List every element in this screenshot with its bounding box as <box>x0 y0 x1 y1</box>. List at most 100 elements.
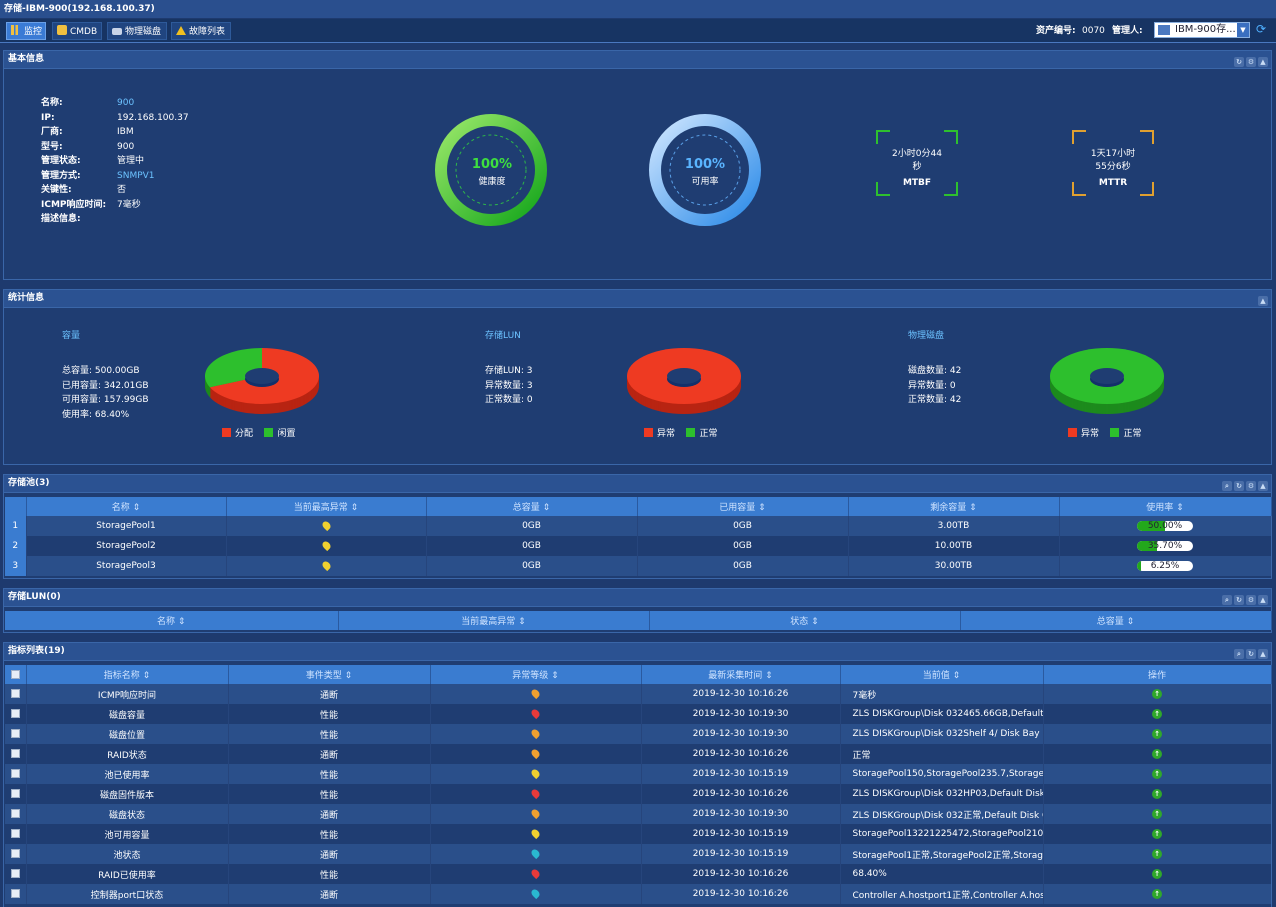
row-checkbox[interactable] <box>10 709 20 718</box>
refresh-icon[interactable]: ↻ <box>1246 649 1256 659</box>
column-header[interactable]: 名称 ⇕ <box>5 611 339 630</box>
refresh-icon[interactable]: ↻ <box>1234 57 1244 67</box>
operation-icon[interactable]: ↑ <box>1152 888 1162 899</box>
row-select[interactable] <box>5 844 27 864</box>
row-checkbox[interactable] <box>10 789 20 798</box>
select-all-checkbox[interactable] <box>10 669 20 679</box>
table-row[interactable]: ICMP响应时间 通断 2019-12-30 10:16:26 7毫秒 ↑ <box>5 684 1272 704</box>
table-row[interactable]: 池状态 通断 2019-12-30 10:15:19 StoragePool1正常,S… <box>5 844 1272 864</box>
lun-lines: 存储LUN: 3 异常数量: 3 正常数量: 0 <box>485 364 533 408</box>
column-header[interactable]: 已用容量 ⇕ <box>637 497 849 516</box>
settings-icon[interactable]: ⚙ <box>1246 57 1256 67</box>
table-row[interactable]: 3 StoragePool3 0GB 0GB 30.00TB 6.25% <box>5 556 1272 576</box>
column-header[interactable]: 操作 <box>1043 665 1272 684</box>
settings-icon[interactable]: ⚙ <box>1246 481 1256 491</box>
row-checkbox[interactable] <box>10 769 20 778</box>
column-header[interactable]: 当前值 ⇕ <box>840 665 1044 684</box>
row-select[interactable] <box>5 864 27 884</box>
info-field-value[interactable]: SNMPV1 <box>117 170 155 181</box>
table-row[interactable]: 磁盘位置 性能 2019-12-30 10:19:30 ZLS DISKGroup\D… <box>5 724 1272 744</box>
row-checkbox[interactable] <box>10 869 20 878</box>
table-row[interactable]: 1 StoragePool1 0GB 0GB 3.00TB 50.00% <box>5 516 1272 536</box>
warning-icon <box>176 26 186 35</box>
table-row[interactable]: 控制器port口状态 通断 2019-12-30 10:16:26 Controlle… <box>5 884 1272 904</box>
collapse-icon[interactable]: ▲ <box>1258 649 1268 659</box>
row-checkbox[interactable] <box>10 729 20 738</box>
column-header[interactable]: 最新采集时间 ⇕ <box>641 665 841 684</box>
column-header[interactable]: 异常等级 ⇕ <box>430 665 642 684</box>
column-header[interactable]: 事件类型 ⇕ <box>228 665 431 684</box>
row-checkbox[interactable] <box>10 689 20 698</box>
row-select[interactable] <box>5 804 27 824</box>
operation-icon[interactable]: ↑ <box>1152 688 1162 699</box>
row-checkbox[interactable] <box>10 749 20 758</box>
tab-physical-disk[interactable]: 物理磁盘 <box>107 22 167 40</box>
table-row[interactable]: 池可用容量 性能 2019-12-30 10:15:19 StoragePool132… <box>5 824 1272 844</box>
operation-icon[interactable]: ↑ <box>1152 868 1162 879</box>
row-checkbox[interactable] <box>10 829 20 838</box>
row-select[interactable] <box>5 764 27 784</box>
row-checkbox[interactable] <box>10 809 20 818</box>
disks-donut <box>1050 348 1164 414</box>
row-checkbox[interactable] <box>10 849 20 858</box>
search-icon[interactable]: ⌕ <box>1222 481 1232 491</box>
settings-icon[interactable]: ⚙ <box>1246 595 1256 605</box>
table-row[interactable]: 2 StoragePool2 0GB 0GB 10.00TB 35.70% <box>5 536 1272 556</box>
info-field-value[interactable]: 900 <box>117 98 135 108</box>
operation-icon[interactable]: ↑ <box>1152 708 1162 719</box>
search-icon[interactable]: ⌕ <box>1234 649 1244 659</box>
column-header[interactable]: 状态 ⇕ <box>649 611 961 630</box>
table-row[interactable]: 磁盘固件版本 性能 2019-12-30 10:16:26 ZLS DISKGroup… <box>5 784 1272 804</box>
collapse-icon[interactable]: ▲ <box>1258 296 1268 306</box>
asset-number-value: 0070 <box>1082 26 1105 36</box>
row-select[interactable] <box>5 704 27 724</box>
table-row[interactable]: 池已使用率 性能 2019-12-30 10:15:19 StoragePool150… <box>5 764 1272 784</box>
refresh-icon[interactable]: ⟳ <box>1256 22 1267 36</box>
operation-icon[interactable]: ↑ <box>1152 788 1162 799</box>
table-row[interactable]: RAID已使用率 性能 2019-12-30 10:16:26 68.40% ↑ <box>5 864 1272 884</box>
column-header[interactable]: 总容量 ⇕ <box>426 497 638 516</box>
operation-icon[interactable]: ↑ <box>1152 828 1162 839</box>
pool-alarm <box>226 556 427 576</box>
health-value-box: 100% 健康度 <box>457 157 527 187</box>
current-value: ZLS DISKGroup\Disk 032Shelf 4/ Disk Bay … <box>840 724 1044 744</box>
collapse-icon[interactable]: ▲ <box>1258 57 1268 67</box>
collapse-icon[interactable]: ▲ <box>1258 595 1268 605</box>
tab-cmdb[interactable]: CMDB <box>52 22 102 40</box>
operation-icon[interactable]: ↑ <box>1152 808 1162 819</box>
info-field-label: 管理方式: <box>41 170 81 181</box>
column-header[interactable]: 当前最高异常 ⇕ <box>226 497 427 516</box>
refresh-icon[interactable]: ↻ <box>1234 595 1244 605</box>
column-header[interactable]: 名称 ⇕ <box>26 497 227 516</box>
table-row[interactable]: RAID状态 通断 2019-12-30 10:16:26 正常 ↑ <box>5 744 1272 764</box>
collapse-icon[interactable]: ▲ <box>1258 481 1268 491</box>
tab-fault-list[interactable]: 故障列表 <box>171 22 231 40</box>
event-type: 性能 <box>228 864 431 884</box>
refresh-icon[interactable]: ↻ <box>1234 481 1244 491</box>
manager-select[interactable]: IBM-900存... ▼ <box>1154 22 1250 38</box>
table-row[interactable]: 磁盘状态 通断 2019-12-30 10:19:30 ZLS DISKGroup\D… <box>5 804 1272 824</box>
tab-monitor[interactable]: 监控 <box>6 22 46 40</box>
row-select[interactable] <box>5 684 27 704</box>
row-select[interactable] <box>5 744 27 764</box>
chevron-down-icon[interactable]: ▼ <box>1237 23 1249 37</box>
select-all-header[interactable] <box>5 665 27 684</box>
row-checkbox[interactable] <box>10 889 20 898</box>
row-select[interactable] <box>5 724 27 744</box>
mtbf-box: 2小时0分44 秒 MTBF <box>876 130 958 196</box>
column-header[interactable]: 当前最高异常 ⇕ <box>338 611 650 630</box>
column-header[interactable]: 指标名称 ⇕ <box>26 665 229 684</box>
mttr-label: MTTR <box>1098 178 1128 188</box>
operation-icon[interactable]: ↑ <box>1152 768 1162 779</box>
table-row[interactable]: 磁盘容量 性能 2019-12-30 10:19:30 ZLS DISKGroup\D… <box>5 704 1272 724</box>
search-icon[interactable]: ⌕ <box>1222 595 1232 605</box>
operation-icon[interactable]: ↑ <box>1152 848 1162 859</box>
row-select[interactable] <box>5 884 27 904</box>
row-select[interactable] <box>5 824 27 844</box>
column-header[interactable]: 剩余容量 ⇕ <box>848 497 1060 516</box>
column-header[interactable]: 总容量 ⇕ <box>960 611 1272 630</box>
operation-icon[interactable]: ↑ <box>1152 748 1162 759</box>
row-select[interactable] <box>5 784 27 804</box>
column-header[interactable]: 使用率 ⇕ <box>1059 497 1272 516</box>
operation-icon[interactable]: ↑ <box>1152 728 1162 739</box>
